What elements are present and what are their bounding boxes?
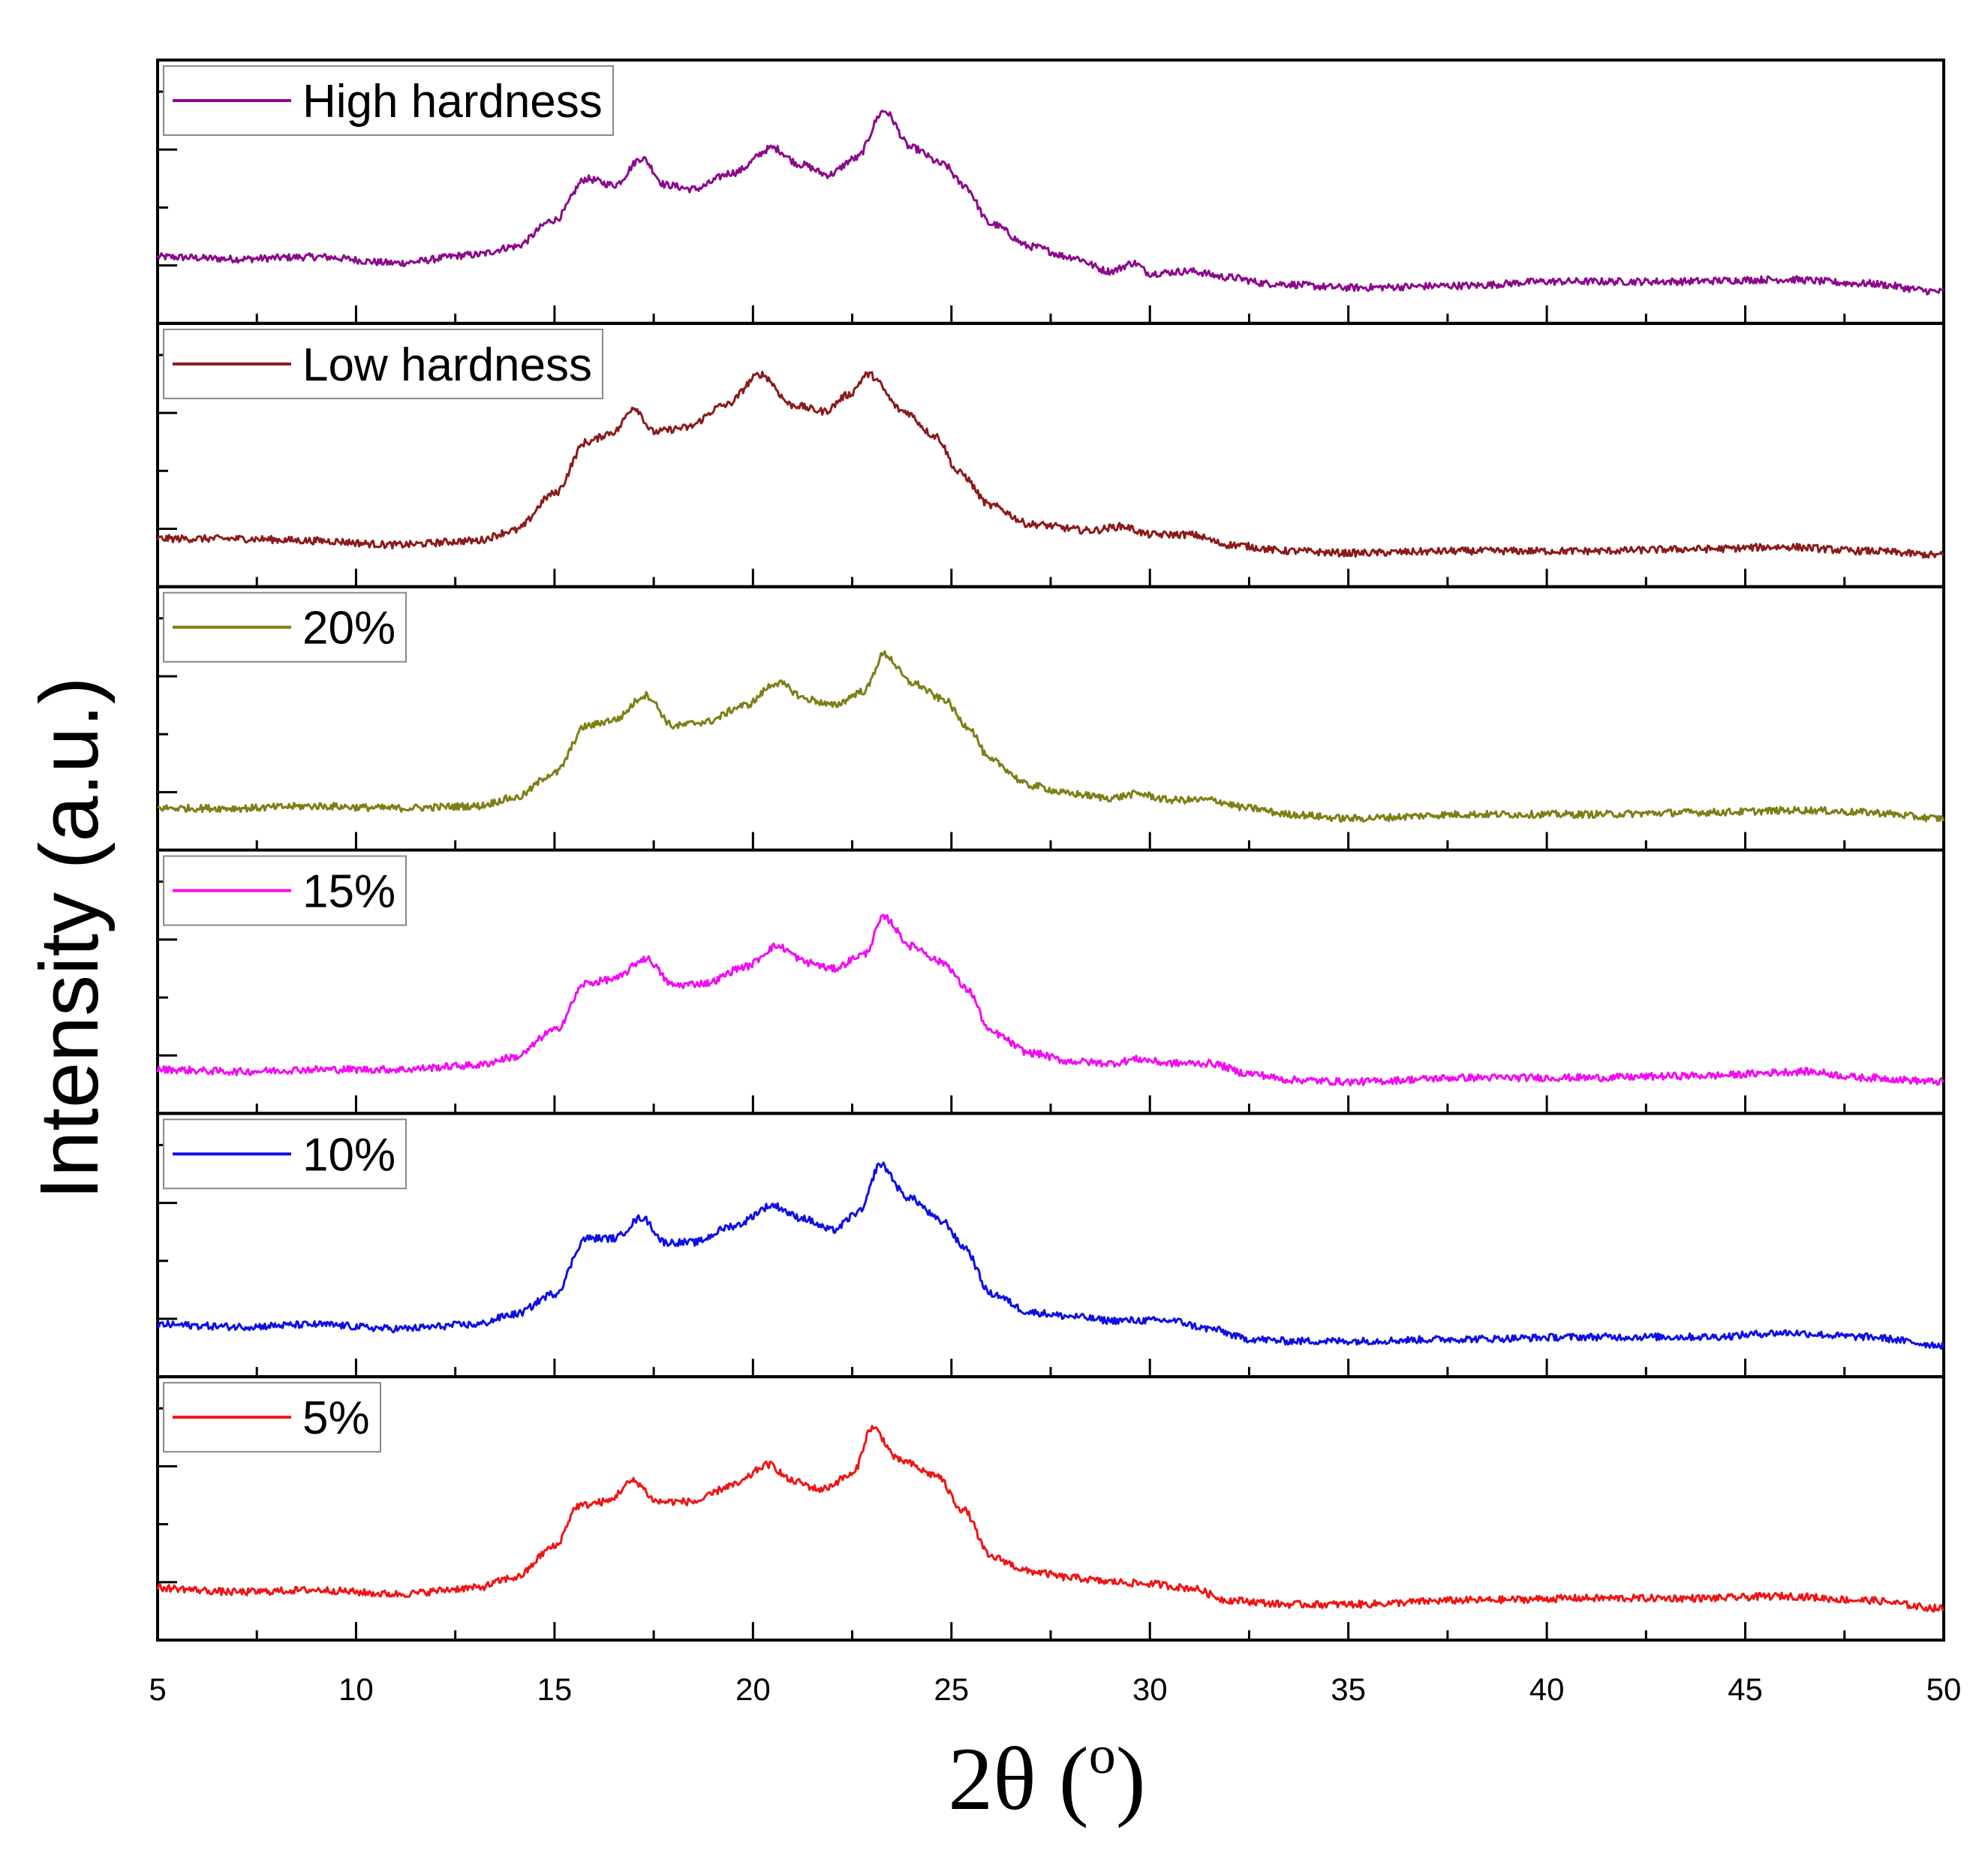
x-tick-label: 50 <box>1926 1672 1962 1707</box>
x-axis-title-close: ) <box>1116 1729 1146 1828</box>
series-line <box>156 110 1944 296</box>
panel-2: Low hardness <box>156 321 1945 588</box>
x-axis-title-superscript: o <box>1089 1725 1116 1785</box>
legend-label: 20% <box>302 603 395 655</box>
panel-frame <box>156 585 1945 852</box>
panel-x-ticks <box>156 305 1945 324</box>
legend-label: 10% <box>302 1129 395 1181</box>
x-tick-label: 10 <box>338 1672 374 1707</box>
x-tick-label: 5 <box>149 1672 166 1707</box>
series-line <box>156 913 1944 1087</box>
x-axis: 5 10 15 20 25 30 35 40 45 50 <box>149 1672 1961 1707</box>
x-tick-label: 15 <box>537 1672 573 1707</box>
legend: 20% <box>163 591 407 663</box>
series-line <box>156 370 1944 559</box>
legend: 10% <box>163 1118 407 1190</box>
x-tick-label: 30 <box>1132 1672 1168 1707</box>
panel-x-ticks <box>156 1359 1945 1377</box>
x-tick-label: 40 <box>1529 1672 1565 1707</box>
x-tick-label: 20 <box>735 1672 771 1707</box>
series-line <box>156 1161 1945 1350</box>
legend-label: 15% <box>302 866 395 918</box>
panel-x-ticks <box>156 832 1945 850</box>
panel-3: 20% <box>156 585 1945 852</box>
panel-5: 10% <box>156 1112 1945 1379</box>
y-axis-title: Intensity (a.u.) <box>23 677 116 1200</box>
legend-label: Low hardness <box>302 339 592 391</box>
legend: High hardness <box>163 65 614 136</box>
x-tick-label: 35 <box>1331 1672 1366 1707</box>
x-axis-title-main: 2θ ( <box>948 1729 1088 1828</box>
legend: 5% <box>163 1382 381 1453</box>
panel-4: 15% <box>156 848 1945 1115</box>
panel-x-ticks <box>156 1095 1945 1114</box>
series-line <box>156 1425 1944 1613</box>
series-line <box>157 650 1945 823</box>
x-tick-label: 45 <box>1728 1672 1763 1707</box>
legend: 15% <box>163 855 407 926</box>
chart-panels: High hardness Low hardness 20% 15% 10% 5% <box>156 59 1945 1642</box>
x-axis-title: 2θ (o) <box>948 1725 1145 1828</box>
x-tick-label: 25 <box>934 1672 969 1707</box>
panel-x-ticks <box>156 1622 1945 1640</box>
legend: Low hardness <box>163 328 603 399</box>
legend-label: 5% <box>302 1392 370 1444</box>
legend-label: High hardness <box>302 76 603 128</box>
panel-1: High hardness <box>156 59 1945 325</box>
panel-x-ticks <box>156 568 1945 587</box>
panel-6: 5% <box>156 1375 1945 1642</box>
